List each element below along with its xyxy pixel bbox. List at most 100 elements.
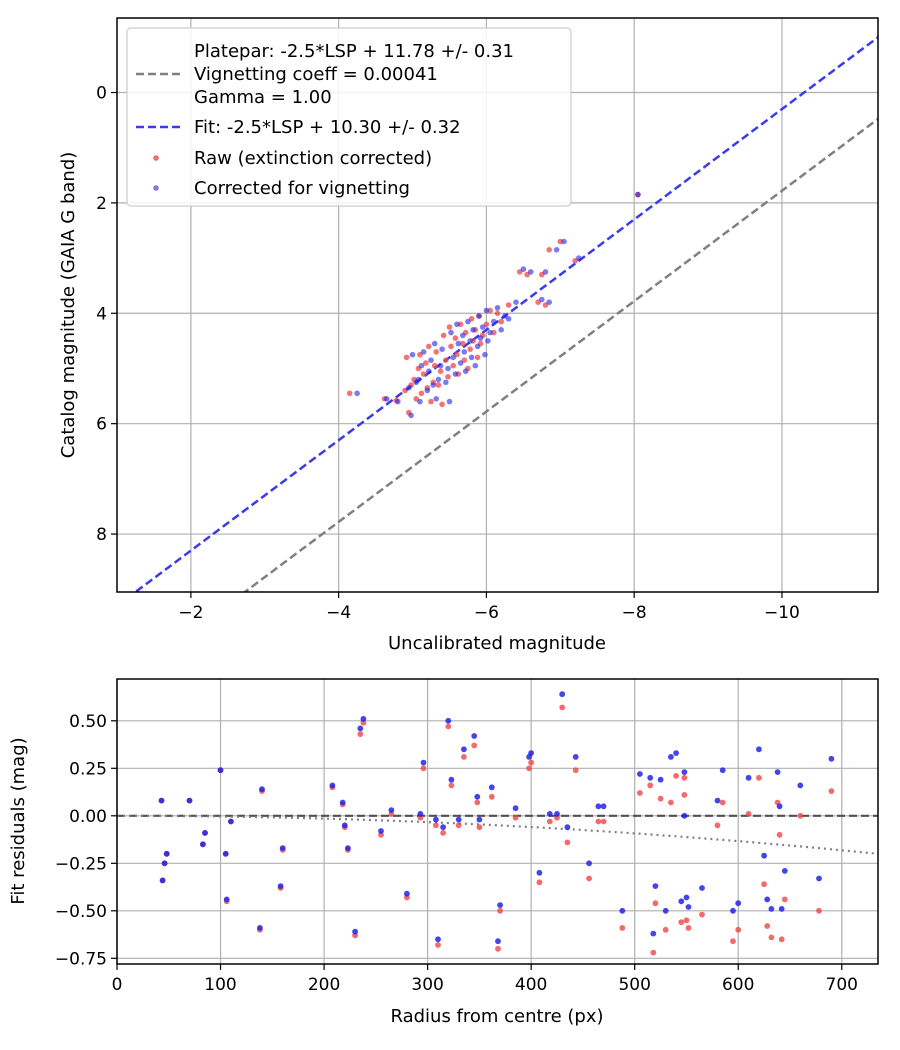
raw-point	[735, 926, 742, 933]
corrected-point	[681, 812, 688, 819]
corrected-point	[452, 371, 459, 377]
raw-point	[681, 774, 688, 781]
corrected-point	[586, 860, 592, 867]
x-tick-label: 100	[204, 975, 236, 995]
raw-point	[461, 754, 467, 760]
raw-point	[488, 793, 495, 800]
legend-fit-label: Fit: -2.5*LSP + 10.30 +/- 0.32	[194, 117, 461, 138]
corrected-point	[360, 716, 367, 722]
corrected-point	[388, 807, 395, 813]
corrected-point	[472, 362, 479, 369]
raw-point	[526, 765, 532, 772]
raw-point	[683, 917, 690, 924]
corrected-point	[383, 396, 390, 402]
x-tick-label: 700	[826, 975, 858, 995]
raw-point	[745, 811, 752, 817]
corrected-point	[329, 782, 336, 789]
residuals-x-label: Radius from centre (px)	[390, 1006, 603, 1027]
corrected-point	[764, 896, 771, 903]
raw-point	[426, 343, 432, 350]
corrected-point	[485, 338, 491, 344]
corrected-point	[546, 299, 552, 306]
corrected-point	[685, 904, 692, 910]
x-tick-label: −10	[764, 603, 800, 623]
corrected-point	[477, 335, 484, 341]
residuals-chart: 0 100 200 300 400 500 600 700 −0.75 −0.50 −0.25 0.…	[8, 678, 879, 1027]
raw-point	[797, 812, 804, 819]
corrected-point	[505, 316, 512, 322]
raw-point	[431, 362, 438, 369]
raw-point	[572, 767, 579, 774]
raw-point	[505, 302, 512, 308]
corrected-point	[435, 936, 441, 943]
raw-point	[559, 704, 566, 711]
corrected-point	[470, 327, 476, 333]
corrected-point	[474, 343, 481, 350]
raw-point	[816, 907, 822, 914]
raw-point	[420, 765, 427, 772]
corrected-point	[279, 845, 286, 851]
corrected-point	[735, 900, 742, 907]
residuals-lines	[117, 814, 878, 855]
corrected-point	[354, 390, 360, 397]
corrected-point	[352, 928, 358, 935]
raw-point	[433, 822, 439, 829]
raw-point	[586, 875, 592, 882]
x-tick-label: −6	[474, 603, 499, 623]
x-tick-label: −4	[326, 603, 351, 623]
corrected-point	[228, 818, 234, 825]
raw-point	[433, 349, 440, 355]
corrected-point	[678, 898, 685, 905]
corrected-point	[619, 907, 626, 914]
corrected-point	[339, 799, 346, 806]
legend-box	[126, 27, 572, 207]
raw-point	[595, 818, 602, 825]
raw-point	[450, 362, 457, 369]
raw-point	[448, 782, 455, 789]
raw-point	[460, 340, 466, 347]
corrected-point	[409, 351, 416, 358]
corrected-point	[357, 725, 364, 732]
raw-point	[730, 938, 736, 945]
raw-point	[528, 759, 534, 766]
corrected-point	[554, 811, 560, 817]
y-tick-label: 0.00	[69, 807, 107, 827]
corrected-point	[546, 811, 553, 817]
corrected-point	[440, 824, 446, 831]
corrected-point	[406, 385, 412, 391]
residuals-grid	[116, 679, 878, 964]
y-tick-label: 0.25	[69, 759, 107, 779]
corrected-point	[564, 824, 571, 831]
corrected-point	[159, 877, 166, 884]
raw-point	[418, 390, 425, 397]
corrected-point	[657, 776, 664, 783]
corrected-point	[816, 875, 822, 882]
residuals-points	[158, 691, 835, 956]
corrected-point	[448, 329, 454, 336]
calibration-x-label: Uncalibrated magnitude	[388, 633, 606, 654]
x-tick-label: 600	[722, 975, 754, 995]
corrected-point	[561, 238, 567, 245]
corrected-point	[483, 307, 490, 314]
legend: Platepar: -2.5*LSP + 11.78 +/- 0.31 Vign…	[126, 27, 572, 207]
raw-point	[756, 774, 762, 781]
raw-point	[681, 792, 688, 798]
corrected-point	[673, 750, 679, 756]
raw-point	[564, 839, 571, 846]
corrected-point	[417, 398, 423, 405]
corrected-point	[426, 368, 432, 375]
raw-point	[494, 310, 501, 317]
corrected-point	[714, 797, 721, 804]
legend-platepar-line1: Platepar: -2.5*LSP + 11.78 +/- 0.31	[194, 41, 514, 62]
fit-line	[133, 36, 878, 592]
raw-point	[776, 831, 783, 838]
corrected-point	[420, 759, 427, 766]
legend-corrected-label: Corrected for vignetting	[194, 178, 410, 199]
corrected-point	[513, 299, 519, 306]
raw-point	[357, 731, 364, 737]
x-tick-label: 200	[308, 975, 340, 995]
y-tick-label: 4	[96, 304, 107, 324]
corrected-point	[576, 255, 582, 261]
raw-point	[455, 822, 462, 829]
